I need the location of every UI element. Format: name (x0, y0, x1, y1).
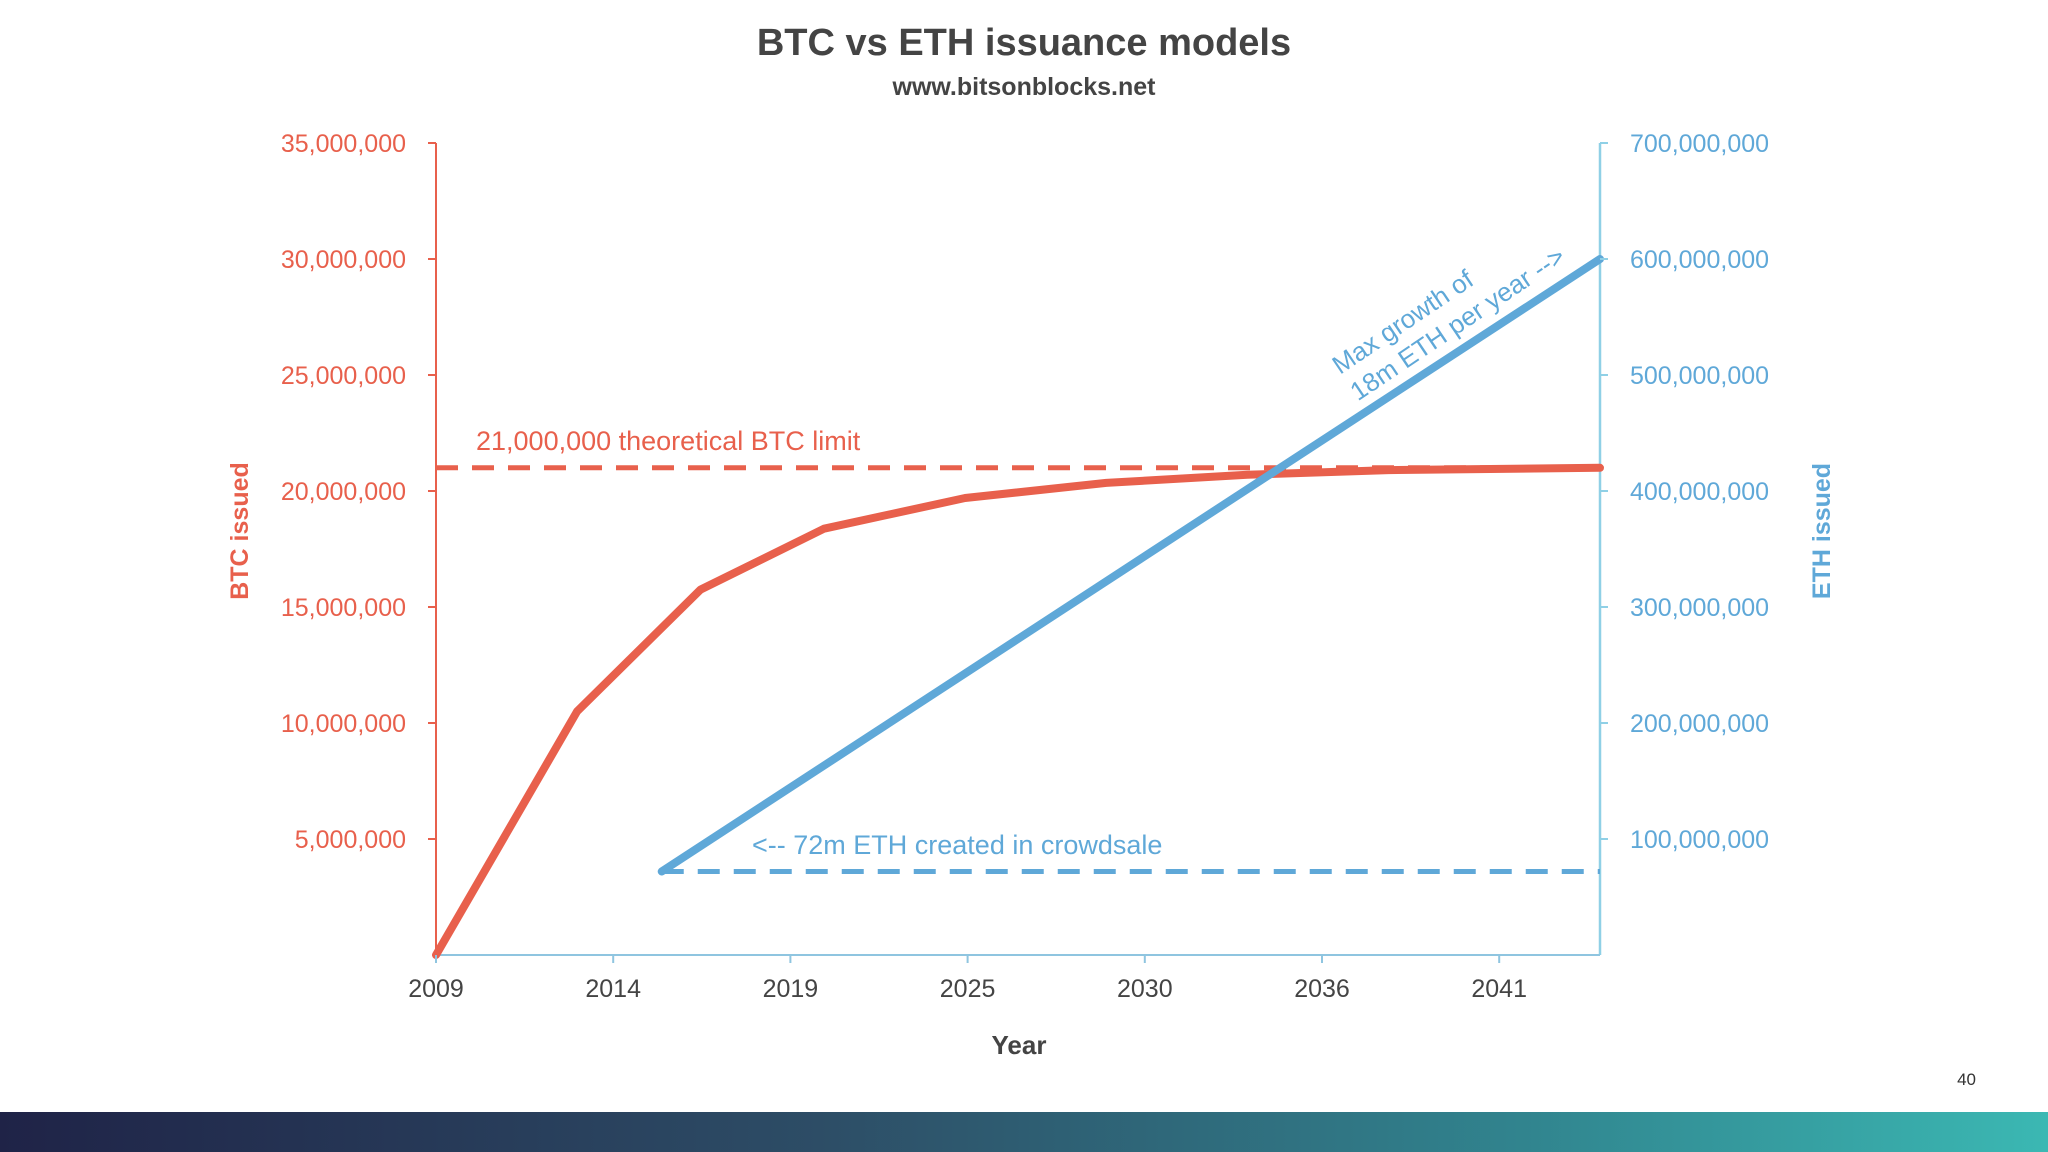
right-tick-label: 400,000,000 (1630, 478, 1769, 506)
chart-title: BTC vs ETH issuance models (757, 22, 1291, 64)
x-tick-label: 2019 (763, 975, 819, 1003)
left-tick-label: 30,000,000 (281, 246, 406, 274)
x-axis-label: Year (992, 1030, 1047, 1060)
right-axis-ticks: 100,000,000 200,000,000 300,000,000 400,000… (1600, 130, 1769, 854)
reference-lines (436, 465, 1600, 874)
x-tick-label: 2036 (1294, 975, 1350, 1003)
series-group (432, 255, 1604, 959)
series-line-btc (432, 463, 1604, 959)
right-tick-label: 600,000,000 (1630, 246, 1769, 274)
x-tick-label: 2030 (1117, 975, 1173, 1003)
issuance-chart: BTC vs ETH issuance models www.bitsonblo… (226, 22, 1836, 1060)
x-tick-label: 2014 (585, 975, 641, 1003)
right-tick-label: 100,000,000 (1630, 826, 1769, 854)
axes (435, 143, 1602, 956)
left-tick-label: 5,000,000 (295, 826, 406, 854)
x-axis-ticks: 2009 2014 2019 2025 2030 2036 2041 (408, 955, 1527, 1003)
eth-crowdsale-annotation: <-- 72m ETH created in crowdsale (752, 830, 1162, 860)
chart-subtitle: www.bitsonblocks.net (892, 73, 1157, 101)
left-axis-label: BTC issued (226, 462, 254, 600)
eth-growth-annotation: Max growth of 18m ETH per year --> (1327, 241, 1571, 407)
btc-limit-annotation: 21,000,000 theoretical BTC limit (476, 426, 861, 456)
series-line-eth (657, 255, 1604, 876)
page-number: 40 (1957, 1070, 1976, 1089)
right-axis-label: ETH issued (1808, 463, 1836, 599)
right-tick-label: 500,000,000 (1630, 362, 1769, 390)
footer-band (0, 1112, 2048, 1152)
right-tick-label: 200,000,000 (1630, 710, 1769, 738)
left-tick-label: 20,000,000 (281, 478, 406, 506)
x-tick-label: 2025 (940, 975, 996, 1003)
left-tick-label: 15,000,000 (281, 594, 406, 622)
x-tick-label: 2041 (1471, 975, 1527, 1003)
left-tick-label: 25,000,000 (281, 362, 406, 390)
left-tick-label: 10,000,000 (281, 710, 406, 738)
right-tick-label: 700,000,000 (1630, 130, 1769, 158)
right-tick-label: 300,000,000 (1630, 594, 1769, 622)
left-axis-ticks: 5,000,000 10,000,000 15,000,000 20,000,000 2… (281, 130, 436, 854)
x-tick-label: 2009 (408, 975, 464, 1003)
left-tick-label: 35,000,000 (281, 130, 406, 158)
